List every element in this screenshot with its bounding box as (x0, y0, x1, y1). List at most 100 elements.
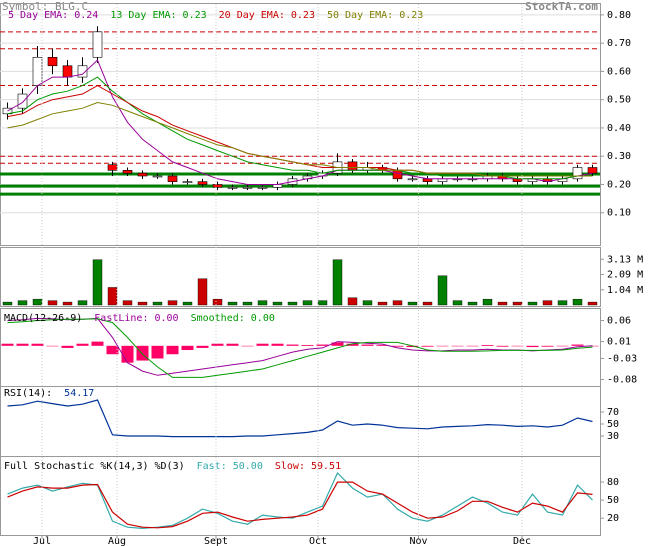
y-tick-label: 0.30 (607, 151, 631, 162)
legend-entry: Full Stochastic %K(14,3) %D(3) (4, 461, 185, 472)
candle-body (392, 170, 403, 180)
y-tick-label: 30 (607, 431, 619, 442)
series-line (7, 318, 593, 378)
macd-histogram-bar (196, 345, 209, 348)
y-tick-label: -0.08 (607, 375, 637, 386)
candle-body (167, 175, 178, 182)
candle-body (32, 56, 43, 86)
candle-body (227, 186, 238, 189)
y-tick-label: -0.03 (607, 353, 637, 364)
volume-bar (422, 301, 433, 306)
legend-entry: Slow: 59.51 (275, 461, 341, 472)
volume-bar (512, 301, 523, 306)
macd-histogram-bar (226, 343, 239, 346)
volume-bar (317, 300, 328, 306)
macd-histogram-bar (481, 344, 494, 346)
y-tick-label: 0.10 (607, 208, 631, 219)
candle-body (77, 65, 88, 78)
y-tick-label: 80 (607, 477, 619, 488)
candle-body (257, 186, 268, 189)
macd-histogram-bar (1, 343, 14, 346)
candle-body (572, 167, 583, 180)
macd-histogram-bar (151, 345, 164, 359)
volume-bar (407, 301, 418, 306)
macd-histogram-bar (166, 345, 179, 355)
y-tick-label: 0.20 (607, 179, 631, 190)
volume-bar (197, 278, 208, 306)
volume-bar (362, 300, 373, 306)
volume-bar (167, 300, 178, 306)
macd-histogram-bar (76, 343, 89, 346)
macd-histogram-bar (256, 343, 269, 346)
volume-bar (2, 301, 13, 306)
macd-histogram-bar (271, 343, 284, 346)
macd-histogram-bar (91, 341, 104, 346)
x-tick-label: Nov (409, 536, 427, 546)
y-tick-label: 3.13 M (607, 254, 643, 265)
legend-entry: RSI(14): (4, 388, 52, 399)
volume-bar (542, 300, 553, 306)
x-tick-label: Sept (204, 536, 228, 546)
macd-histogram-bar (376, 344, 389, 346)
volume-bar (482, 298, 493, 306)
macd-histogram-bar (391, 345, 404, 347)
legend-entry: 13 Day EMA: 0.23 (110, 10, 206, 21)
volume-bar (497, 301, 508, 306)
volume-bar (437, 275, 448, 306)
macd-histogram-bar (466, 345, 479, 347)
y-tick-label: 0.80 (607, 10, 631, 21)
macd-histogram-bar (61, 345, 74, 348)
macd-histogram-bar (16, 343, 29, 346)
volume-bar (77, 300, 88, 306)
macd-histogram-bar (181, 345, 194, 351)
candle-body (62, 65, 73, 78)
volume-bar (182, 301, 193, 306)
y-tick-label: 0.70 (607, 38, 631, 49)
volume-bar (62, 301, 73, 306)
candle-body (92, 31, 103, 58)
y-tick-label: 20 (607, 513, 619, 524)
macd-histogram-bar (331, 342, 344, 346)
macd-histogram-bar (301, 344, 314, 346)
volume-bar (32, 298, 43, 306)
candle-body (347, 161, 358, 171)
y-tick-label: 0.50 (607, 95, 631, 106)
volume-bar (107, 287, 118, 306)
volume-bar (242, 301, 253, 306)
legend-entry: FastLine: 0.00 (94, 313, 178, 324)
y-tick-label: 2.09 M (607, 269, 643, 280)
macd-histogram-bar (31, 343, 44, 346)
macd-histogram-bar (556, 345, 569, 347)
candle-body (587, 167, 598, 174)
volume-bar (332, 259, 343, 306)
series-line (7, 471, 593, 530)
volume-bar (302, 300, 313, 306)
macd-histogram-bar (346, 343, 359, 346)
macd-histogram-bar (496, 345, 509, 347)
candle-body (107, 164, 118, 171)
macd-histogram-bar (46, 345, 59, 347)
volume-bar (347, 297, 358, 306)
volume-bar (452, 300, 463, 306)
macd-histogram-bar (121, 345, 134, 363)
legend-entry: Smoothed: 0.00 (191, 313, 275, 324)
macd-histogram-bar (571, 344, 584, 346)
volume-bar (152, 301, 163, 306)
volume-bar (137, 301, 148, 306)
x-tick-label: Aug (108, 536, 126, 546)
candle-body (242, 186, 253, 189)
y-tick-label: 0.60 (607, 66, 631, 77)
macd-histogram-bar (451, 345, 464, 347)
series-line (7, 59, 593, 185)
macd-histogram-bar (526, 345, 539, 348)
volume-bar (92, 259, 103, 306)
y-tick-label: 1.04 M (607, 285, 643, 296)
macd-histogram-bar (241, 345, 254, 347)
x-tick-label: Dec (513, 536, 531, 546)
volume-bar (122, 300, 133, 306)
volume-bar (47, 300, 58, 306)
panel-frame (0, 3, 601, 246)
macd-histogram-bar (406, 345, 419, 348)
